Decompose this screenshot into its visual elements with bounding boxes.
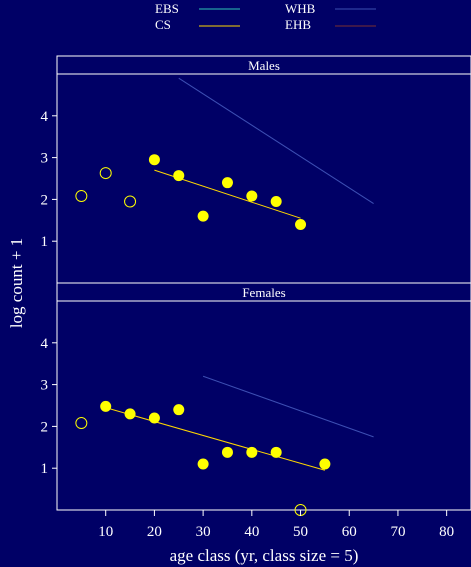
fit-line — [105, 407, 326, 471]
data-point — [246, 446, 258, 458]
panel-males-plot — [75, 77, 374, 230]
y-tick-label: 3 — [41, 378, 49, 394]
panel-females: Females — [56, 282, 471, 516]
y-axes: 1 2 3 4 1 2 3 4 — [41, 109, 57, 477]
data-point — [246, 190, 258, 202]
panel-males: Males — [56, 55, 471, 284]
data-point — [148, 154, 160, 166]
x-tick-label: 80 — [439, 524, 454, 540]
x-tick-label: 60 — [342, 524, 357, 540]
data-point-open — [99, 167, 112, 180]
legend-label-ehb: EHB — [285, 17, 311, 32]
x-tick-label: 50 — [293, 524, 308, 540]
data-point — [295, 218, 307, 230]
x-axis: 10 20 30 40 50 60 70 80 — [98, 510, 454, 540]
y-tick-label: 4 — [41, 336, 49, 352]
data-point-open — [75, 190, 88, 203]
y-axis-label: log count + 1 — [7, 238, 26, 328]
legend: EBS WHB CS EHB — [155, 1, 376, 32]
x-tick-label: 10 — [98, 524, 113, 540]
reference-line — [178, 77, 374, 205]
panel-males-title: Males — [248, 58, 280, 73]
panel-females-plot — [75, 375, 374, 516]
y-tick-label: 2 — [41, 419, 49, 435]
data-point — [221, 177, 233, 189]
x-tick-label: 70 — [390, 524, 405, 540]
data-point — [270, 446, 282, 458]
panel-males-strip — [56, 55, 471, 75]
data-point — [124, 408, 136, 420]
panel-females-strip — [56, 282, 471, 302]
data-point — [319, 458, 331, 470]
x-axis-label: age class (yr, class size = 5) — [170, 546, 359, 565]
y-tick-label: 2 — [41, 192, 49, 208]
panel-females-frame — [56, 282, 471, 511]
data-point — [148, 412, 160, 424]
y-tick-label: 3 — [41, 151, 49, 167]
reference-line — [202, 375, 374, 438]
legend-label-ebs: EBS — [155, 1, 179, 16]
data-point — [221, 446, 233, 458]
legend-label-whb: WHB — [285, 1, 316, 16]
data-point-open — [75, 417, 88, 430]
data-point — [197, 458, 209, 470]
panel-males-frame — [56, 55, 471, 284]
x-tick-label: 20 — [147, 524, 162, 540]
x-tick-label: 30 — [196, 524, 211, 540]
data-point — [197, 210, 209, 222]
data-point — [270, 195, 282, 207]
data-point — [100, 400, 112, 412]
x-tick-label: 40 — [244, 524, 259, 540]
data-point — [173, 170, 185, 182]
legend-label-cs: CS — [155, 17, 171, 32]
y-tick-label: 1 — [41, 234, 49, 250]
y-tick-label: 1 — [41, 461, 49, 477]
data-point-open — [124, 195, 137, 208]
y-tick-label: 4 — [41, 109, 49, 125]
data-point — [173, 404, 185, 416]
panel-females-title: Females — [242, 285, 285, 300]
